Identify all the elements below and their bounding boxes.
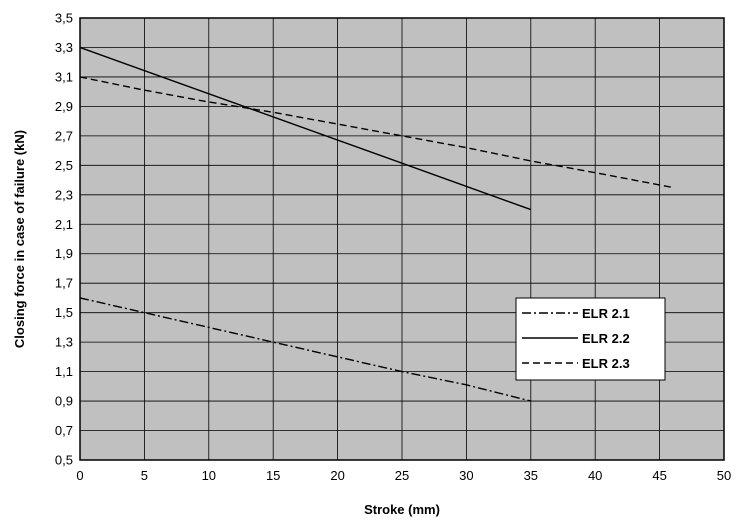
series-line-2 [79, 46, 532, 211]
y-axis-title: Closing force in case of failure (kN) [12, 130, 27, 348]
x-tick-label: 15 [266, 468, 280, 483]
legend-label-3: ELR 2.3 [582, 356, 630, 371]
y-tick-label: 1,5 [55, 305, 73, 320]
x-tick-label: 50 [717, 468, 731, 483]
y-tick-label: 3,5 [55, 11, 73, 26]
x-tick-label: 25 [395, 468, 409, 483]
x-tick-label: 20 [330, 468, 344, 483]
plot-border [79, 17, 725, 461]
x-tick-label: 5 [141, 468, 148, 483]
y-tick-label: 2,7 [55, 128, 73, 143]
y-tick-label: 1,3 [55, 335, 73, 350]
x-tick-label: 35 [524, 468, 538, 483]
legend: ELR 2.1 ELR 2.2 ELR 2.3 [515, 297, 666, 381]
tick-labels: 0 5 10 15 20 25 30 35 40 45 50 0,5 0,7 0,9 1,1 1,3 1,5 1,… [55, 11, 731, 484]
x-tick-label: 10 [202, 468, 216, 483]
y-tick-label: 0,5 [55, 453, 73, 468]
legend-label-2: ELR 2.2 [582, 331, 630, 346]
series-lines [79, 46, 673, 402]
y-tick-label: 2,9 [55, 99, 73, 114]
y-tick-label: 1,7 [55, 276, 73, 291]
y-tick-label: 1,9 [55, 246, 73, 261]
y-tick-label: 0,9 [55, 394, 73, 409]
x-tick-label: 40 [588, 468, 602, 483]
x-tick-label: 0 [76, 468, 83, 483]
y-tick-label: 2,5 [55, 158, 73, 173]
y-tick-label: 3,3 [55, 40, 73, 55]
y-tick-label: 3,1 [55, 69, 73, 84]
legend-label-1: ELR 2.1 [582, 306, 630, 321]
legend-box [515, 297, 666, 381]
y-tick-label: 1,1 [55, 364, 73, 379]
y-tick-label: 0,7 [55, 423, 73, 438]
x-tick-label: 30 [459, 468, 473, 483]
y-tick-label: 2,3 [55, 187, 73, 202]
y-tick-label: 2,1 [55, 217, 73, 232]
x-axis-title: Stroke (mm) [364, 502, 440, 517]
x-tick-label: 45 [652, 468, 666, 483]
